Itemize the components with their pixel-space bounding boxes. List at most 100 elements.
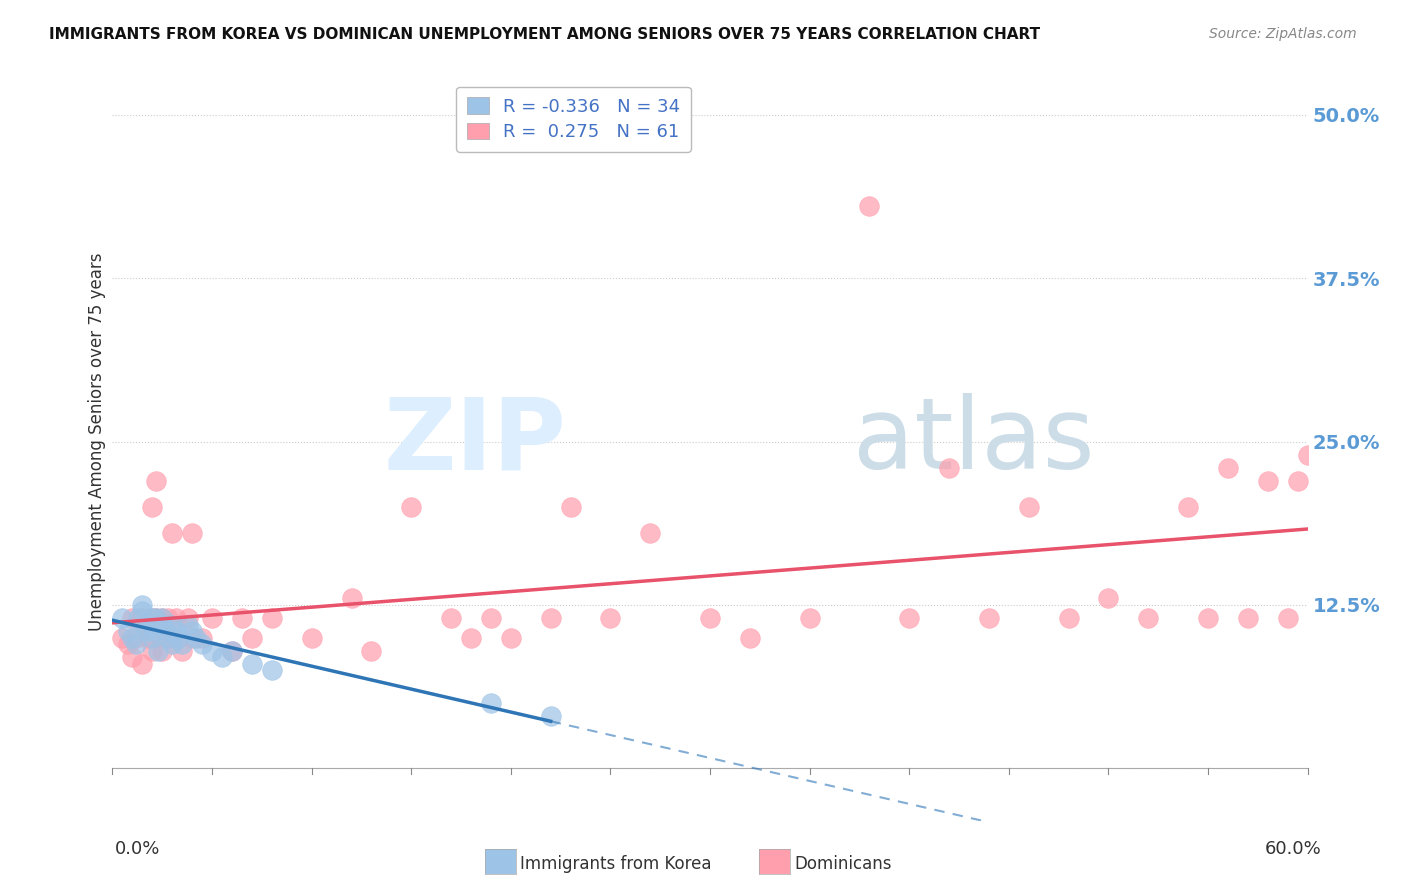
Point <box>479 611 502 625</box>
Point <box>141 631 163 645</box>
Point <box>599 611 621 625</box>
Point <box>155 624 177 639</box>
Point <box>240 631 263 645</box>
Point <box>121 631 143 645</box>
Point <box>221 643 243 657</box>
Point <box>141 500 163 514</box>
Point <box>1057 611 1080 625</box>
Point <box>858 199 880 213</box>
Point <box>150 611 173 625</box>
Text: atlas: atlas <box>853 393 1095 490</box>
Point <box>127 611 149 625</box>
Point <box>181 624 204 639</box>
Point <box>1197 611 1219 625</box>
Point <box>117 637 139 651</box>
Point <box>1097 591 1119 606</box>
Point <box>131 657 153 671</box>
Point <box>560 500 582 514</box>
Point <box>141 643 163 657</box>
Point <box>1277 611 1299 625</box>
Point <box>1018 500 1040 514</box>
Point <box>125 637 148 651</box>
Point <box>1237 611 1260 625</box>
Point <box>240 657 263 671</box>
Point <box>145 611 167 625</box>
Point <box>301 631 323 645</box>
Point <box>211 650 233 665</box>
Point <box>360 643 382 657</box>
Y-axis label: Unemployment Among Seniors over 75 years: Unemployment Among Seniors over 75 years <box>87 252 105 631</box>
Point <box>121 611 143 625</box>
Point <box>191 637 214 651</box>
Point <box>138 631 160 645</box>
Point <box>162 637 183 651</box>
Point <box>148 643 170 657</box>
Point <box>145 474 167 488</box>
Text: Immigrants from Korea: Immigrants from Korea <box>520 855 711 873</box>
Point <box>799 611 821 625</box>
Point <box>181 526 204 541</box>
Point <box>260 663 283 677</box>
Point <box>131 598 153 612</box>
Point <box>177 617 200 632</box>
Point <box>460 631 482 645</box>
Point <box>738 631 761 645</box>
Point <box>150 617 173 632</box>
Point <box>162 617 183 632</box>
Legend: R = -0.336   N = 34, R =  0.275   N = 61: R = -0.336 N = 34, R = 0.275 N = 61 <box>456 87 690 152</box>
Point <box>131 605 153 619</box>
Point <box>155 631 177 645</box>
Point <box>499 631 522 645</box>
Text: Dominicans: Dominicans <box>794 855 891 873</box>
Point <box>172 637 194 651</box>
Point <box>125 631 148 645</box>
Point <box>221 643 243 657</box>
Point <box>157 611 180 625</box>
Point <box>1286 474 1309 488</box>
Point <box>165 611 187 625</box>
Point <box>401 500 423 514</box>
Point <box>191 631 214 645</box>
Point <box>143 624 166 639</box>
Point <box>977 611 1000 625</box>
Point <box>145 611 167 625</box>
Point <box>1296 448 1319 462</box>
Point <box>111 631 134 645</box>
Point <box>177 611 200 625</box>
Point <box>162 526 183 541</box>
Text: IMMIGRANTS FROM KOREA VS DOMINICAN UNEMPLOYMENT AMONG SENIORS OVER 75 YEARS CORR: IMMIGRANTS FROM KOREA VS DOMINICAN UNEMP… <box>49 27 1040 42</box>
Text: 60.0%: 60.0% <box>1265 840 1322 858</box>
Point <box>134 617 156 632</box>
Text: ZIP: ZIP <box>384 393 567 490</box>
Point <box>117 624 139 639</box>
Point <box>898 611 921 625</box>
Point <box>150 611 173 625</box>
Point <box>540 709 562 723</box>
Point <box>181 631 204 645</box>
Point <box>938 460 960 475</box>
Point <box>201 611 224 625</box>
Point <box>131 611 153 625</box>
Point <box>172 643 194 657</box>
Text: Source: ZipAtlas.com: Source: ZipAtlas.com <box>1209 27 1357 41</box>
Point <box>167 631 190 645</box>
Point <box>138 624 160 639</box>
Point <box>150 643 173 657</box>
Point <box>186 631 208 645</box>
Point <box>540 611 562 625</box>
Point <box>141 611 163 625</box>
Point <box>1137 611 1160 625</box>
Point <box>340 591 363 606</box>
Point <box>440 611 463 625</box>
Text: 0.0%: 0.0% <box>115 840 160 858</box>
Point <box>640 526 662 541</box>
Point <box>141 611 163 625</box>
Point <box>121 650 143 665</box>
Point <box>1257 474 1279 488</box>
Point <box>157 631 180 645</box>
Point <box>162 631 183 645</box>
Point <box>260 611 283 625</box>
Point <box>201 643 224 657</box>
Point <box>479 696 502 710</box>
Point <box>111 611 134 625</box>
